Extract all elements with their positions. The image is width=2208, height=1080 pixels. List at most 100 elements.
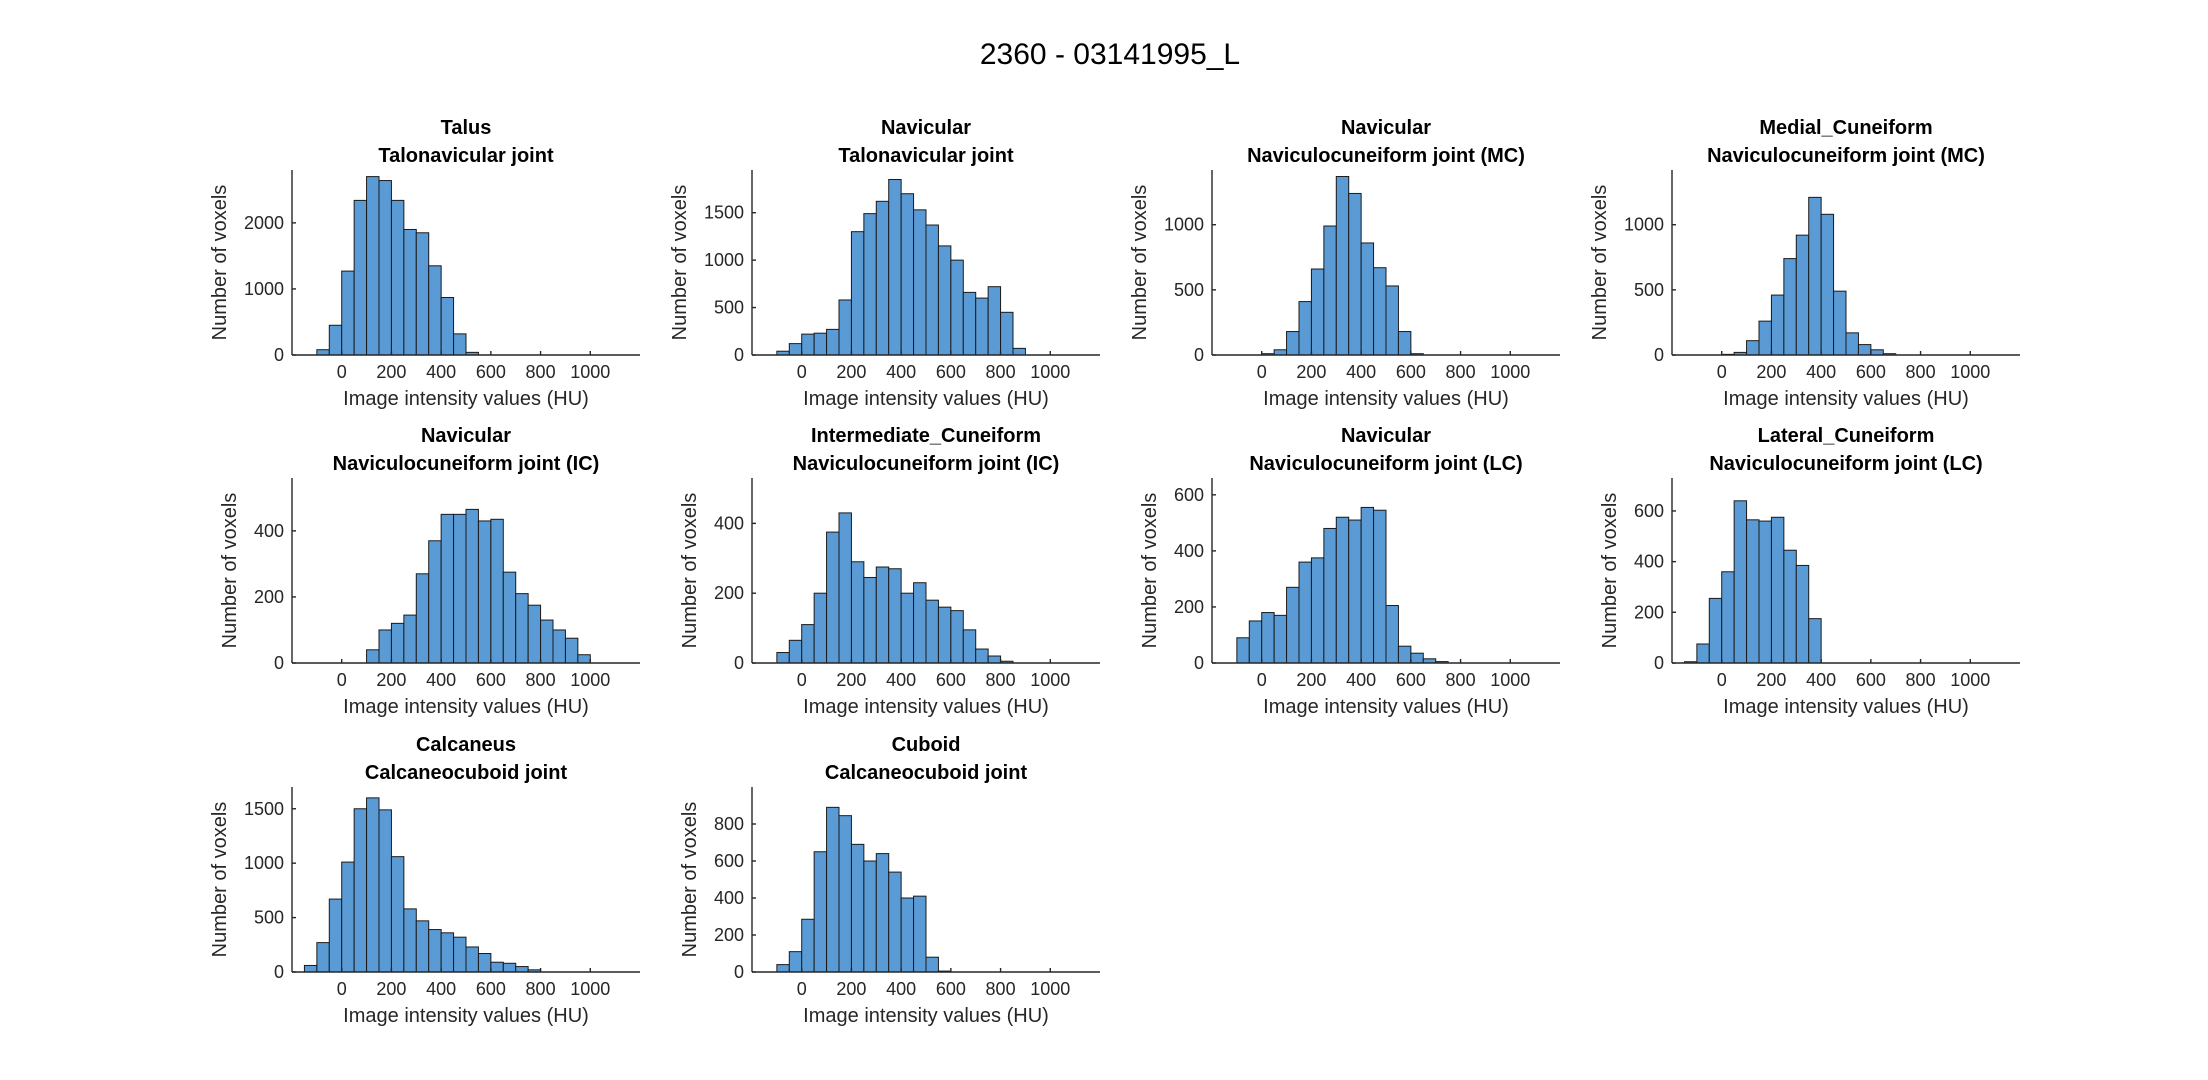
histogram-bar: [1397, 331, 1412, 356]
panel-title-joint: Naviculocuneiform joint (IC): [333, 453, 600, 475]
histogram-bar: [925, 599, 939, 664]
y-tick-label: 200: [714, 583, 744, 603]
histogram-bar: [1746, 519, 1760, 664]
histogram-bar: [900, 193, 915, 356]
x-tick-label: 200: [836, 979, 866, 999]
histogram-bar: [950, 259, 964, 356]
x-tick-label: 0: [1717, 362, 1727, 382]
histogram-bar: [900, 897, 915, 973]
histogram-bar: [378, 180, 392, 356]
x-axis-label: Image intensity values (HU): [803, 1005, 1049, 1027]
panel-title-bone: Medial_Cuneiform: [1759, 117, 1932, 139]
y-axis-label: Number of voxels: [209, 802, 231, 958]
histogram-bar: [1000, 311, 1014, 356]
histogram-bar: [850, 231, 865, 356]
x-tick-label: 1000: [1490, 670, 1530, 690]
histogram-bar: [540, 619, 554, 664]
histogram-bar: [390, 622, 405, 664]
histogram-bar: [1795, 564, 1810, 664]
histogram-bar: [328, 324, 343, 356]
x-tick-label: 400: [886, 670, 916, 690]
y-tick-label: 500: [1174, 280, 1204, 300]
histogram-bar: [838, 299, 852, 356]
histogram-bar: [925, 224, 939, 356]
histogram-bar: [440, 932, 455, 973]
histogram-bar: [1795, 234, 1810, 356]
histogram-bar: [875, 853, 890, 973]
histogram-bar: [1348, 519, 1362, 664]
panel-title-bone: Navicular: [1341, 117, 1431, 139]
x-tick-label: 0: [797, 670, 807, 690]
histogram-bar: [390, 856, 405, 973]
histogram-bar: [316, 942, 330, 973]
histogram-bar: [453, 333, 467, 356]
y-tick-label: 1500: [704, 203, 744, 223]
panel-title-joint: Talonavicular joint: [838, 145, 1014, 167]
histogram-bar: [366, 797, 380, 973]
y-tick-label: 400: [714, 513, 744, 533]
histogram-bar: [353, 808, 368, 973]
y-tick-label: 2000: [244, 213, 284, 233]
x-tick-label: 600: [1856, 670, 1886, 690]
x-tick-label: 0: [337, 979, 347, 999]
histogram-panel-7: 0 200 400 600 800 1000 0 200 400 600 Image intensi…: [1139, 425, 1560, 718]
y-tick-label: 1000: [704, 250, 744, 270]
histogram-bar: [1696, 643, 1710, 664]
histogram-bar: [453, 513, 467, 664]
histogram-bar: [962, 291, 977, 356]
histogram-bar: [776, 964, 790, 973]
x-tick-label: 1000: [1490, 362, 1530, 382]
histogram-bar: [1870, 349, 1884, 356]
histogram-bar: [1373, 509, 1387, 664]
y-tick-label: 0: [1654, 653, 1664, 673]
histogram-panel-2: 0 200 400 600 800 1000 0 500 1000 1500 Image inten…: [669, 117, 1100, 410]
panel-title-bone: Navicular: [881, 117, 971, 139]
histogram-bar: [353, 199, 368, 356]
histogram-panel-1: 0 200 400 600 800 1000 0 1000 2000 Image intensit…: [209, 117, 640, 410]
histogram-bar: [564, 637, 579, 664]
histogram-bar: [1298, 301, 1312, 356]
histogram-bar: [813, 851, 828, 973]
histogram-panel-3: 0 200 400 600 800 1000 0 500 1000 Image intensity…: [1129, 117, 1560, 410]
histogram-bar: [440, 297, 455, 356]
histogram-bar: [428, 540, 442, 664]
histogram-bar: [950, 610, 964, 664]
histogram-bar: [502, 571, 517, 664]
histogram-bar: [801, 918, 815, 973]
histogram-bar: [1286, 331, 1300, 356]
histogram-bar: [1721, 571, 1735, 664]
histogram-bar: [477, 520, 492, 664]
histogram-bar: [813, 332, 828, 356]
y-axis-label: Number of voxels: [1599, 493, 1621, 649]
histogram-bar: [875, 566, 890, 664]
histogram-bar: [1298, 561, 1312, 664]
y-tick-label: 500: [254, 908, 284, 928]
y-tick-label: 200: [1634, 602, 1664, 622]
y-tick-label: 400: [1174, 541, 1204, 561]
histogram-bar: [1397, 645, 1412, 664]
histogram-panel-5: 0 200 400 600 800 1000 0 200 400 Image intensity …: [219, 425, 640, 718]
x-tick-label: 1000: [1950, 362, 1990, 382]
x-tick-label: 400: [1346, 670, 1376, 690]
histogram-bar: [975, 648, 989, 664]
histogram-bar: [801, 333, 815, 356]
x-tick-label: 200: [1296, 362, 1326, 382]
histogram-bar: [900, 592, 915, 664]
panel-title-joint: Calcaneocuboid joint: [365, 762, 568, 784]
x-tick-label: 400: [426, 979, 456, 999]
histogram-bar: [1286, 586, 1300, 664]
panel-title-joint: Talonavicular joint: [378, 145, 554, 167]
x-tick-label: 1000: [570, 362, 610, 382]
x-axis-label: Image intensity values (HU): [1723, 696, 1969, 718]
histogram-bar: [390, 199, 405, 356]
y-tick-label: 600: [1634, 501, 1664, 521]
x-tick-label: 800: [526, 979, 556, 999]
x-tick-label: 1000: [1030, 979, 1070, 999]
histogram-panel-10: 0 200 400 600 800 1000 0 200 400 600 800 Image inte…: [679, 734, 1100, 1027]
x-axis-label: Image intensity values (HU): [343, 1005, 589, 1027]
y-tick-label: 1500: [244, 799, 284, 819]
x-tick-label: 1000: [1030, 362, 1070, 382]
histogram-bar: [378, 629, 392, 664]
histogram-bar: [1783, 258, 1797, 356]
histogram-bar: [838, 512, 852, 664]
